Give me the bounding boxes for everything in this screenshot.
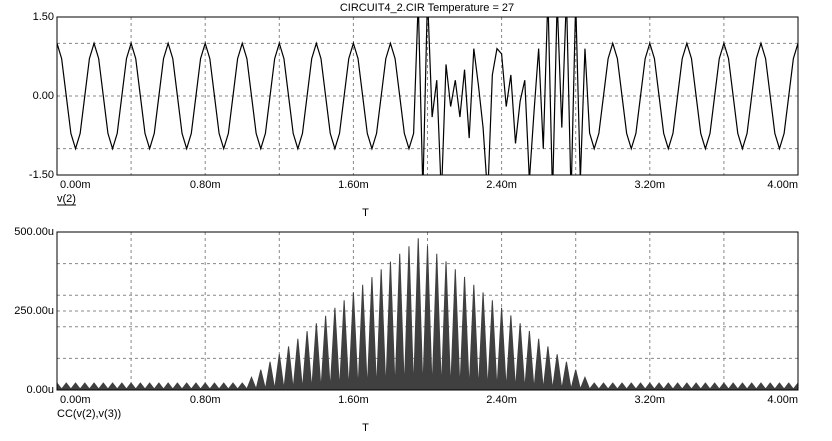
legend-label: CC(v(2),v(3)): [57, 408, 121, 420]
y-tick-label: 0.00u: [26, 384, 54, 396]
x-tick-label: 1.60m: [338, 179, 369, 191]
x-tick-label: 0.80m: [190, 394, 221, 406]
y-tick-label: 500.00u: [14, 226, 54, 238]
x-tick-label: 0.00m: [60, 394, 91, 406]
x-axis-title: T: [362, 422, 369, 434]
plot-frame: [56, 231, 799, 391]
x-tick-label: 3.20m: [635, 394, 666, 406]
y-tick-label: 0.00: [33, 90, 54, 102]
x-tick-label: 3.20m: [635, 179, 666, 191]
chart-title: CIRCUIT4_2.CIR Temperature = 27: [340, 2, 514, 14]
x-axis-title: T: [362, 207, 369, 219]
x-tick-label: 4.00m: [767, 394, 798, 406]
x-tick-label: 0.00m: [60, 179, 91, 191]
legend-label: v(2): [57, 193, 76, 205]
x-tick-label: 2.40m: [486, 394, 517, 406]
line-series: [57, 17, 798, 175]
x-tick-label: 1.60m: [338, 394, 369, 406]
x-tick-label: 0.80m: [190, 179, 221, 191]
y-tick-label: 1.50: [33, 11, 54, 23]
x-tick-label: 2.40m: [486, 179, 517, 191]
plot-frame: [56, 16, 799, 176]
x-tick-label: 4.00m: [767, 179, 798, 191]
y-tick-label: 250.00u: [14, 305, 54, 317]
area-series: [57, 238, 798, 390]
y-tick-label: -1.50: [29, 169, 54, 181]
